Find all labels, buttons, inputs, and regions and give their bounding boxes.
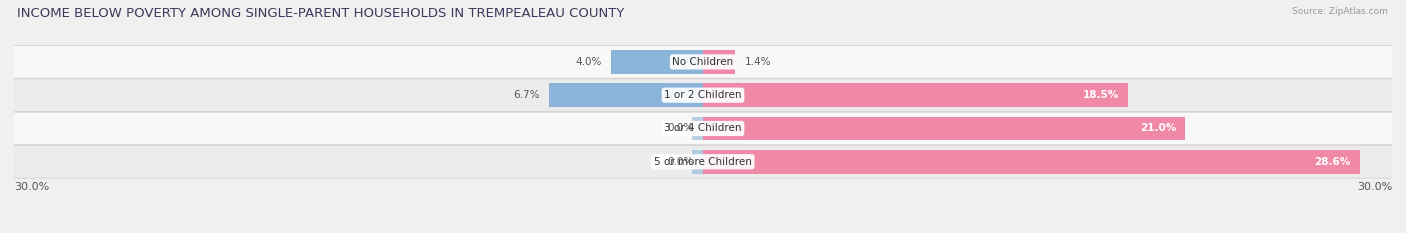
Bar (612, 50, 703, 74)
Text: 5 or more Children: 5 or more Children (654, 157, 752, 167)
Text: 30.0%: 30.0% (14, 182, 49, 192)
Text: Source: ZipAtlas.com: Source: ZipAtlas.com (1292, 7, 1388, 16)
Bar (703, 50, 735, 74)
Bar (550, 83, 703, 107)
FancyBboxPatch shape (3, 79, 1403, 112)
Bar (703, 83, 1128, 107)
FancyBboxPatch shape (3, 145, 1403, 178)
FancyBboxPatch shape (3, 46, 1403, 78)
Text: INCOME BELOW POVERTY AMONG SINGLE-PARENT HOUSEHOLDS IN TREMPEALEAU COUNTY: INCOME BELOW POVERTY AMONG SINGLE-PARENT… (17, 7, 624, 20)
Text: 6.7%: 6.7% (513, 90, 540, 100)
Bar (703, 116, 1185, 140)
Bar (692, 150, 703, 174)
FancyBboxPatch shape (3, 112, 1403, 145)
Text: 21.0%: 21.0% (1140, 123, 1175, 134)
Text: 3 or 4 Children: 3 or 4 Children (664, 123, 742, 134)
Bar (703, 150, 1360, 174)
Text: 30.0%: 30.0% (1357, 182, 1392, 192)
Text: 28.6%: 28.6% (1315, 157, 1351, 167)
Text: 4.0%: 4.0% (575, 57, 602, 67)
Text: 1.4%: 1.4% (744, 57, 770, 67)
Bar (692, 116, 703, 140)
Text: 0.0%: 0.0% (668, 123, 693, 134)
Text: 18.5%: 18.5% (1083, 90, 1119, 100)
Text: No Children: No Children (672, 57, 734, 67)
Text: 1 or 2 Children: 1 or 2 Children (664, 90, 742, 100)
Text: 0.0%: 0.0% (668, 157, 693, 167)
